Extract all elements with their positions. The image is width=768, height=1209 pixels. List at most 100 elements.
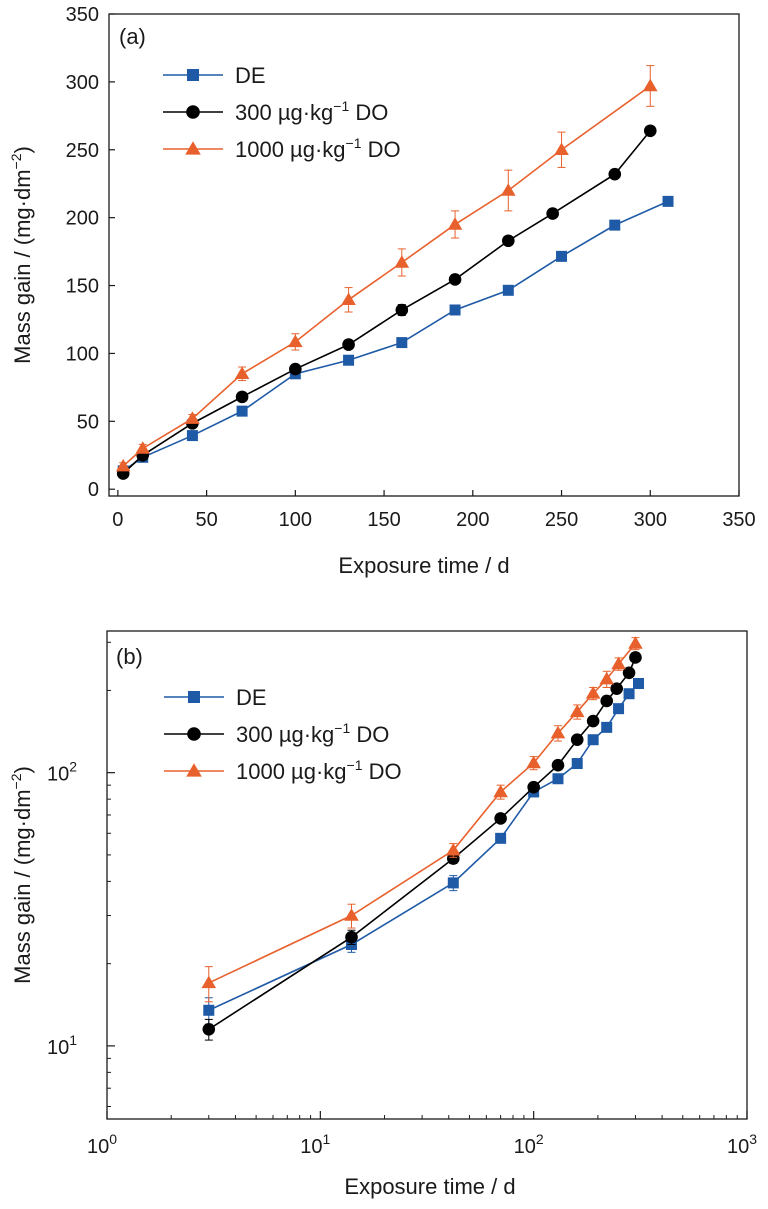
series-line-b-1 bbox=[208, 657, 637, 1030]
legend-marker bbox=[186, 105, 200, 119]
data-point bbox=[235, 390, 249, 404]
data-point bbox=[115, 458, 131, 472]
y-axis-label-a: Mass gain / (mg·dm−2) bbox=[8, 146, 35, 364]
series-b-0 bbox=[203, 678, 644, 1025]
series-line-a-0 bbox=[122, 200, 669, 472]
data-point bbox=[526, 755, 541, 769]
y-tick-label-b: 102 bbox=[47, 759, 77, 786]
data-point bbox=[341, 292, 356, 306]
y-tick-label-a: 350 bbox=[66, 4, 99, 26]
x-tick-label-b: 103 bbox=[727, 1131, 757, 1158]
data-point bbox=[343, 354, 355, 366]
data-point bbox=[611, 656, 626, 670]
x-tick-label-a: 50 bbox=[195, 509, 217, 531]
legend-marker bbox=[186, 763, 202, 777]
data-point bbox=[556, 250, 568, 262]
data-point bbox=[185, 411, 200, 424]
data-point bbox=[609, 219, 621, 231]
data-point bbox=[569, 704, 585, 718]
data-point bbox=[585, 686, 601, 699]
data-point bbox=[527, 780, 540, 794]
data-point bbox=[570, 733, 584, 747]
y-axis-label-a-sup: −2 bbox=[8, 153, 24, 169]
series-b bbox=[201, 636, 644, 1041]
legend-marker bbox=[187, 69, 199, 81]
y-axis-label-b-end: ) bbox=[10, 766, 35, 773]
data-point bbox=[236, 405, 248, 417]
y-axis-label-b-sup: −2 bbox=[8, 773, 24, 789]
series-a-0 bbox=[117, 195, 674, 477]
x-axis-label-b: Exposure time / d bbox=[344, 1174, 515, 1199]
data-point bbox=[629, 651, 642, 664]
data-point bbox=[546, 207, 559, 220]
legend-label: DE bbox=[236, 685, 267, 710]
data-point bbox=[344, 908, 359, 921]
legend-a: DE 300 µg·kg−1 DO 1000 µg·kg−1 DO bbox=[163, 63, 401, 162]
y-tick-label-a: 300 bbox=[66, 72, 99, 94]
y-tick-label-a: 50 bbox=[77, 411, 99, 433]
legend-label: 1000 µg·kg−1 DO bbox=[236, 757, 402, 784]
data-point bbox=[495, 832, 507, 844]
data-point bbox=[203, 1004, 215, 1016]
data-point bbox=[554, 142, 569, 156]
data-point bbox=[288, 334, 303, 348]
data-point bbox=[613, 703, 625, 715]
data-point bbox=[289, 362, 302, 376]
series-line-a-1 bbox=[122, 130, 651, 475]
y-tick-label-b: 101 bbox=[47, 1032, 77, 1059]
data-point bbox=[396, 337, 408, 349]
y-axis-label-b: Mass gain / (mg·dm−2) bbox=[8, 766, 35, 984]
x-tick-label-b: 101 bbox=[300, 1131, 330, 1158]
x-tick-label-a: 150 bbox=[367, 509, 400, 531]
data-point bbox=[643, 124, 657, 138]
data-point bbox=[201, 975, 217, 989]
data-point bbox=[601, 721, 613, 733]
data-point bbox=[610, 682, 623, 695]
y-tick-label-a: 0 bbox=[88, 479, 99, 501]
series-a-2 bbox=[115, 65, 658, 472]
data-point bbox=[623, 688, 635, 700]
data-point bbox=[395, 303, 409, 317]
data-point bbox=[501, 234, 515, 248]
y-tick-label-a: 250 bbox=[66, 140, 99, 162]
data-point bbox=[586, 714, 600, 728]
panel-label-a: (a) bbox=[119, 24, 146, 49]
legend-label: 300 µg·kg−1 DO bbox=[235, 98, 388, 125]
data-point bbox=[608, 167, 622, 181]
data-point bbox=[494, 812, 507, 825]
data-point bbox=[628, 636, 643, 649]
data-point bbox=[500, 183, 516, 196]
ticks-b: 100 101 102 103 101 102 bbox=[47, 641, 757, 1158]
legend-label: 300 µg·kg−1 DO bbox=[236, 720, 389, 747]
data-point bbox=[600, 694, 614, 708]
plot-frame-b bbox=[106, 630, 748, 1120]
x-tick-label-a: 100 bbox=[279, 509, 312, 531]
data-point bbox=[552, 773, 564, 785]
data-point bbox=[449, 304, 461, 316]
x-tick-label-b: 100 bbox=[87, 1131, 117, 1158]
data-point bbox=[622, 666, 636, 680]
data-point bbox=[662, 195, 674, 207]
y-axis-label-b-main: Mass gain / (mg·dm bbox=[10, 789, 35, 983]
legend-label: 1000 µg·kg−1 DO bbox=[235, 135, 401, 162]
data-point bbox=[551, 758, 565, 772]
data-point bbox=[599, 671, 615, 685]
data-point bbox=[135, 441, 151, 454]
data-point bbox=[342, 338, 355, 351]
y-axis-label-a-end: ) bbox=[10, 146, 35, 153]
data-point bbox=[234, 366, 250, 380]
data-point bbox=[448, 273, 462, 286]
series-b-2 bbox=[201, 636, 643, 1003]
legend-marker bbox=[187, 727, 201, 741]
data-point bbox=[493, 784, 508, 798]
x-tick-label-a: 300 bbox=[634, 509, 667, 531]
data-point bbox=[447, 217, 463, 230]
legend-label: DE bbox=[235, 63, 266, 88]
x-tick-label-a: 250 bbox=[545, 509, 578, 531]
series-line-b-2 bbox=[208, 642, 637, 984]
x-tick-label-a: 350 bbox=[722, 509, 755, 531]
series-a bbox=[115, 65, 674, 480]
data-point bbox=[502, 284, 514, 296]
